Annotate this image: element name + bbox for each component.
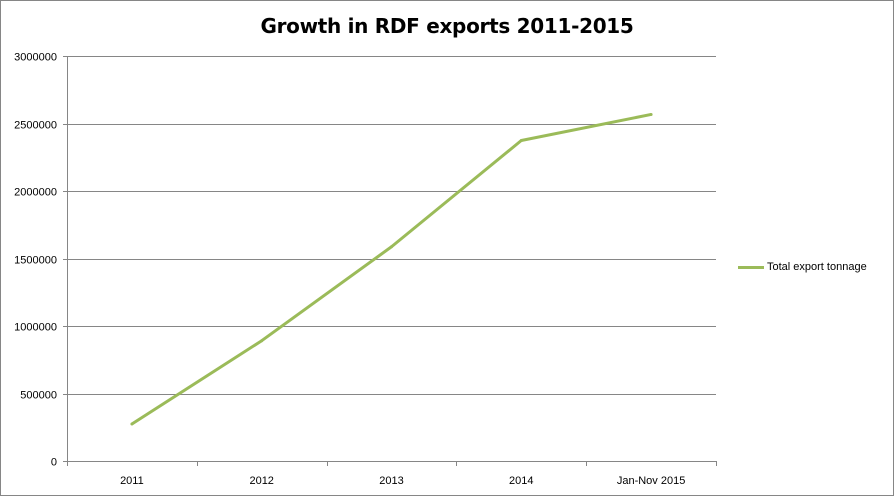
x-tick-label: 2012 bbox=[249, 475, 273, 487]
y-tick-label: 2000000 bbox=[14, 187, 57, 199]
x-tick-label: 2013 bbox=[379, 475, 403, 487]
data-point bbox=[519, 139, 523, 143]
legend-swatch bbox=[738, 265, 764, 269]
legend: Total export tonnage bbox=[738, 261, 867, 273]
data-point bbox=[390, 245, 393, 249]
series-line bbox=[131, 112, 652, 426]
x-tick-label: 2014 bbox=[509, 475, 533, 487]
y-tick-label: 3000000 bbox=[14, 52, 57, 64]
y-tick-label: 1500000 bbox=[14, 255, 57, 267]
y-tick-label: 0 bbox=[51, 457, 57, 469]
y-tick-label: 2500000 bbox=[14, 120, 57, 132]
y-tick-label: 500000 bbox=[20, 390, 57, 402]
x-tick-label: Jan-Nov 2015 bbox=[617, 475, 686, 487]
data-point bbox=[649, 112, 653, 116]
x-tick-label: 2011 bbox=[120, 475, 144, 487]
data-point bbox=[260, 339, 264, 343]
y-tick-label: 1000000 bbox=[14, 322, 57, 334]
chart-title: Growth in RDF exports 2011-2015 bbox=[260, 14, 634, 38]
legend-label: Total export tonnage bbox=[767, 261, 867, 273]
data-point bbox=[130, 422, 134, 426]
